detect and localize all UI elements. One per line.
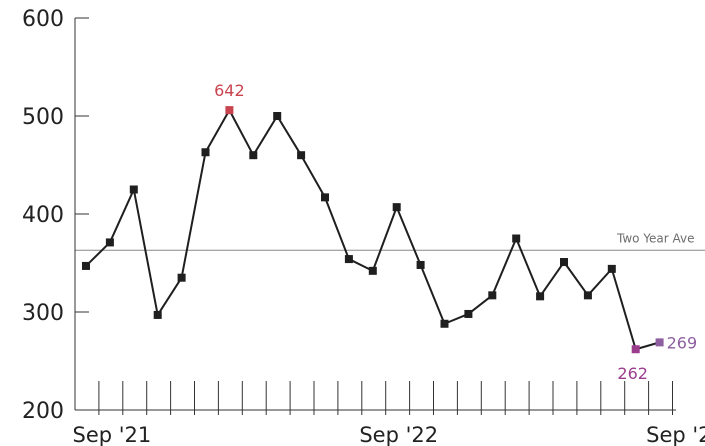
series-line (85, 109, 660, 351)
data-point (105, 238, 114, 247)
data-point (153, 310, 162, 319)
data-point (464, 309, 473, 318)
data-point (201, 148, 210, 157)
data-point (82, 261, 90, 270)
data-point (273, 112, 282, 120)
y-tick-label: 200 (22, 399, 64, 424)
y-tick-label: 400 (22, 203, 64, 228)
data-point (655, 338, 664, 347)
data-point (129, 185, 138, 194)
data-point (344, 255, 353, 264)
data-label: 262 (617, 364, 648, 383)
data-point (225, 106, 234, 115)
data-label: 642 (214, 81, 245, 100)
data-point (631, 345, 640, 354)
data-point (392, 203, 401, 212)
data-point (416, 260, 425, 269)
data-point (488, 291, 497, 300)
y-tick-label: 300 (22, 301, 64, 326)
data-point (368, 266, 377, 275)
x-tick-label: Sep '23 (646, 423, 705, 446)
data-point (249, 151, 258, 160)
x-tick-label: Sep '22 (359, 423, 438, 446)
data-point (512, 234, 521, 243)
data-point (560, 258, 568, 267)
x-tick-label: Sep '21 (73, 423, 152, 446)
data-point (607, 264, 616, 273)
data-point (583, 291, 592, 300)
data-label: 269 (667, 333, 698, 352)
reference-line-label: Two Year Ave (616, 231, 695, 245)
data-point (321, 193, 329, 202)
data-point (536, 292, 545, 301)
data-point (440, 319, 449, 328)
data-point (177, 273, 186, 282)
y-tick-label: 500 (22, 105, 64, 130)
data-point (297, 151, 306, 160)
y-tick-label: 600 (22, 7, 64, 32)
